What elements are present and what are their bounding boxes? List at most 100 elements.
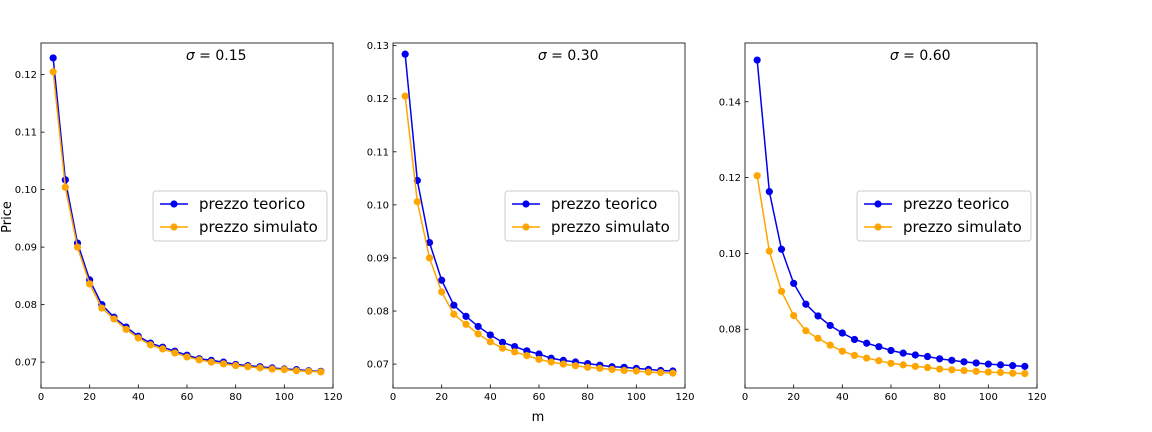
y-tick-label: 0.08 bbox=[15, 300, 37, 311]
legend-label: prezzo teorico bbox=[903, 195, 1009, 213]
legend-marker bbox=[874, 223, 882, 231]
legend-label: prezzo teorico bbox=[199, 195, 305, 213]
x-tick-label: 60 bbox=[181, 392, 194, 403]
data-point bbox=[462, 312, 470, 320]
data-point bbox=[1021, 369, 1029, 378]
data-point bbox=[948, 366, 956, 374]
data-point bbox=[887, 346, 895, 355]
series-prezzo-simulato bbox=[753, 172, 1029, 378]
data-point bbox=[596, 364, 604, 372]
data-point bbox=[863, 339, 871, 347]
data-point bbox=[972, 367, 980, 375]
x-tick-label: 120 bbox=[1027, 392, 1046, 403]
y-tick-label: 0.12 bbox=[719, 173, 741, 184]
x-tick-label: 40 bbox=[836, 392, 849, 403]
data-point bbox=[438, 276, 446, 284]
y-tick-label: 0.10 bbox=[367, 200, 389, 211]
x-tick-label: 20 bbox=[787, 392, 800, 403]
data-point bbox=[923, 352, 932, 361]
legend-marker bbox=[170, 200, 178, 208]
legend-entry: prezzo simulato bbox=[512, 218, 670, 236]
data-point bbox=[826, 321, 834, 330]
legend-label: prezzo simulato bbox=[199, 218, 318, 236]
data-point bbox=[535, 355, 543, 363]
x-tick-label: 60 bbox=[885, 392, 898, 403]
data-point bbox=[911, 362, 919, 370]
legend: prezzo teorico prezzo simulato bbox=[152, 190, 328, 242]
legend-marker bbox=[522, 200, 530, 208]
data-point bbox=[486, 331, 494, 339]
panel-title: σ = 0.15 bbox=[186, 48, 247, 64]
chart-panel-3: 0 20 40 60 80 100 120 0.08 0.10 0.12 0.14 σ = 0.60 p… bbox=[719, 42, 1047, 403]
y-tick-label: 0.07 bbox=[367, 360, 389, 371]
y-tick-label: 0.08 bbox=[367, 307, 389, 318]
title-value: = 0.60 bbox=[899, 48, 951, 64]
data-point bbox=[207, 358, 215, 366]
data-point bbox=[838, 329, 846, 337]
chart-panel-1: 0 20 40 60 80 100 120 0.07 0.08 0.09 0.10 0.11 0.12 σ… bbox=[15, 42, 343, 403]
legend-marker bbox=[170, 223, 178, 231]
y-tick-label: 0.11 bbox=[15, 128, 37, 139]
data-point bbox=[972, 359, 980, 367]
data-point bbox=[620, 366, 628, 375]
data-point bbox=[850, 351, 859, 359]
data-point bbox=[899, 349, 907, 357]
y-axis-label: Price bbox=[0, 201, 15, 233]
legend: prezzo teorico prezzo simulato bbox=[504, 190, 680, 242]
x-tick-label: 40 bbox=[132, 392, 145, 403]
data-point bbox=[110, 315, 118, 323]
data-point bbox=[765, 188, 773, 196]
data-point bbox=[450, 301, 458, 309]
legend-entry: prezzo teorico bbox=[160, 195, 305, 213]
data-point bbox=[292, 367, 301, 375]
legend-label: prezzo teorico bbox=[551, 195, 657, 213]
legend-marker bbox=[874, 200, 882, 208]
legend-entry: prezzo teorico bbox=[512, 195, 657, 213]
panel-title: σ = 0.60 bbox=[890, 48, 951, 64]
x-tick-label: 120 bbox=[675, 392, 694, 403]
y-tick-label: 0.10 bbox=[15, 185, 37, 196]
data-point bbox=[49, 68, 57, 76]
data-point bbox=[98, 304, 106, 312]
data-point bbox=[171, 349, 179, 357]
data-point bbox=[462, 320, 470, 328]
data-point bbox=[1009, 369, 1017, 377]
legend-entry: prezzo teorico bbox=[864, 195, 1009, 213]
data-point bbox=[244, 363, 252, 371]
data-point bbox=[777, 245, 786, 253]
data-point bbox=[996, 361, 1005, 369]
data-point bbox=[875, 357, 883, 365]
data-point bbox=[984, 368, 992, 376]
data-point bbox=[535, 350, 543, 358]
data-point bbox=[814, 334, 822, 342]
data-point bbox=[438, 288, 446, 296]
data-point bbox=[401, 92, 409, 100]
data-point bbox=[826, 341, 834, 349]
legend-box bbox=[856, 190, 1032, 242]
y-tick-label: 0.07 bbox=[15, 358, 37, 369]
data-point bbox=[134, 334, 142, 342]
data-point bbox=[657, 369, 665, 377]
data-point bbox=[280, 366, 288, 374]
data-point bbox=[61, 183, 69, 191]
x-tick-label: 20 bbox=[435, 392, 448, 403]
data-point bbox=[61, 176, 69, 184]
x-tick-label: 120 bbox=[323, 392, 342, 403]
data-point bbox=[73, 243, 82, 251]
data-point bbox=[268, 365, 276, 373]
data-point bbox=[753, 172, 761, 180]
data-point bbox=[474, 330, 482, 338]
data-point bbox=[305, 367, 313, 375]
legend-entry: prezzo simulato bbox=[160, 218, 318, 236]
data-point bbox=[936, 355, 944, 363]
sigma-symbol: σ bbox=[186, 48, 196, 64]
data-point bbox=[948, 356, 956, 364]
data-point bbox=[86, 280, 94, 288]
data-point bbox=[425, 254, 434, 262]
x-tick-label: 0 bbox=[38, 392, 44, 403]
data-point bbox=[425, 238, 434, 247]
data-point bbox=[814, 312, 822, 320]
series-prezzo-simulato bbox=[401, 92, 677, 377]
x-tick-label: 80 bbox=[581, 392, 594, 403]
